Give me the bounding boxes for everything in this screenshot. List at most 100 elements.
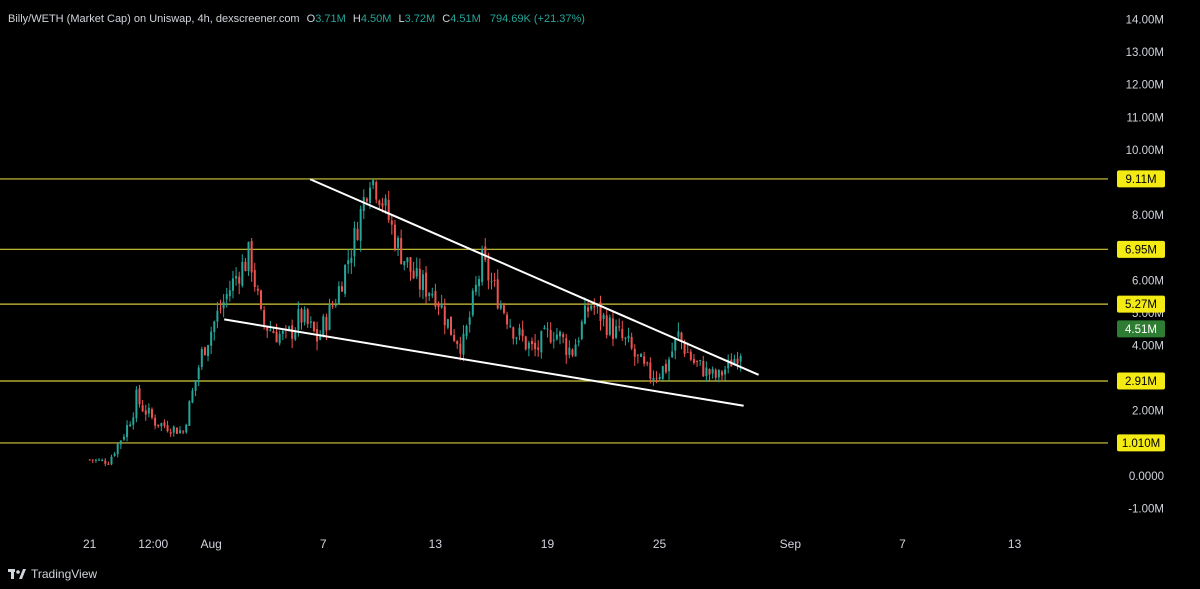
candle-body-171 <box>621 328 624 339</box>
candle-body-36 <box>200 348 203 367</box>
tradingview-footer[interactable]: TradingView <box>8 567 97 581</box>
candle-body-25 <box>166 425 169 432</box>
candle-body-200 <box>711 368 714 374</box>
candle-body-64 <box>288 326 291 330</box>
candle-body-128 <box>487 258 490 281</box>
candle-body-44 <box>225 294 228 300</box>
candle-body-173 <box>627 335 630 339</box>
open-value: 3.71M <box>315 13 346 25</box>
candle-body-54 <box>256 288 259 291</box>
candle-body-101 <box>403 261 406 266</box>
candle-body-142 <box>530 340 533 345</box>
candle-body-146 <box>543 327 546 329</box>
time-axis[interactable]: 21 12:00 Aug 7 13 19 25 Sep 7 13 <box>83 537 1022 551</box>
candle-body-104 <box>412 270 415 279</box>
y-tick-label-6: 8.00M <box>1132 210 1164 222</box>
candle-body-199 <box>708 369 711 375</box>
x-tick-label-2: Aug <box>200 537 221 551</box>
level-badge-1-label: 6.95M <box>1125 244 1157 256</box>
candle-body-177 <box>639 354 642 357</box>
candle-body-19 <box>147 407 150 414</box>
candle-body-149 <box>552 339 555 341</box>
candle-body-168 <box>611 318 614 340</box>
candle-body-86 <box>356 228 359 241</box>
candle-body-167 <box>608 317 611 335</box>
candle-body-125 <box>478 279 481 287</box>
candle-body-8 <box>113 453 116 456</box>
candle-body-10 <box>119 440 122 445</box>
candle-body-13 <box>129 424 132 427</box>
candle-body-108 <box>425 272 428 297</box>
candle-body-160 <box>587 307 590 312</box>
x-tick-label-4: 13 <box>429 537 443 551</box>
trendline-lower[interactable] <box>224 318 744 407</box>
candle-body-17 <box>141 405 144 412</box>
candle-body-87 <box>359 208 362 241</box>
symbol-title: Billy/WETH (Market Cap) on Uniswap, 4h, … <box>8 13 300 25</box>
trendline-upper[interactable] <box>309 178 759 376</box>
open-label: O <box>306 13 316 25</box>
candle-body-181 <box>652 377 655 382</box>
candle-body-74 <box>319 334 322 340</box>
y-tick-label-1: 13.00M <box>1126 47 1164 59</box>
candle-body-61 <box>278 333 281 344</box>
candle-body-65 <box>291 325 294 339</box>
last-price-badge-label: 4.51M <box>1125 324 1157 336</box>
candle-body-150 <box>555 334 558 340</box>
candle-body-157 <box>577 340 580 343</box>
candle-body-45 <box>228 290 231 297</box>
candle-body-162 <box>593 306 596 308</box>
candle-body-191 <box>683 341 686 354</box>
level-badge-4-label: 1.010M <box>1122 438 1160 450</box>
candle-body-39 <box>210 331 213 346</box>
candle-body-12 <box>126 425 129 438</box>
candle-body-109 <box>428 293 431 296</box>
y-tick-label-2: 12.00M <box>1126 80 1164 92</box>
candle-body-165 <box>602 314 605 320</box>
candle-body-158 <box>580 321 583 339</box>
candle-body-129 <box>490 281 493 283</box>
candle-body-93 <box>378 200 381 205</box>
candle-body-121 <box>465 325 468 337</box>
candle-body-43 <box>222 301 225 309</box>
candle-body-134 <box>506 314 509 325</box>
candle-body-89 <box>365 198 368 202</box>
candle-body-69 <box>303 309 306 323</box>
x-tick-label-8: 7 <box>899 537 906 551</box>
candle-body-139 <box>521 329 524 337</box>
candle-body-83 <box>347 260 350 265</box>
candle-body-30 <box>182 431 185 433</box>
candle-body-147 <box>546 328 549 330</box>
candle-body-187 <box>671 351 674 357</box>
candle-body-72 <box>312 322 315 332</box>
candle-body-175 <box>633 348 636 357</box>
candle-body-133 <box>502 305 505 313</box>
candle-body-98 <box>393 224 396 249</box>
y-tick-label-8: 6.00M <box>1132 275 1164 287</box>
candle-body-117 <box>453 334 456 341</box>
candle-body-116 <box>449 316 452 336</box>
candle-body-97 <box>390 220 393 225</box>
candle-body-156 <box>574 344 577 357</box>
candle-body-47 <box>235 275 238 279</box>
x-tick-label-0: 21 <box>83 537 97 551</box>
candle-body-0 <box>88 459 91 461</box>
candle-body-96 <box>387 199 390 221</box>
candle-body-144 <box>537 347 540 350</box>
candle-body-105 <box>415 268 418 277</box>
candle-body-135 <box>509 325 512 327</box>
candle-body-85 <box>353 227 356 257</box>
candle-body-14 <box>132 417 135 425</box>
trendlines <box>224 178 759 407</box>
level-badge-2-label: 5.27M <box>1125 299 1157 311</box>
candle-body-35 <box>197 367 200 380</box>
price-axis-badges: 9.11M 6.95M 5.27M 2.91M 1.010M 4.51M <box>1117 170 1165 452</box>
candle-body-137 <box>515 337 518 339</box>
candle-body-95 <box>384 198 387 206</box>
candle-body-190 <box>680 332 683 341</box>
candle-body-208 <box>736 358 739 365</box>
candle-body-79 <box>334 304 337 306</box>
candle-body-141 <box>527 342 530 349</box>
candle-body-107 <box>421 274 424 290</box>
